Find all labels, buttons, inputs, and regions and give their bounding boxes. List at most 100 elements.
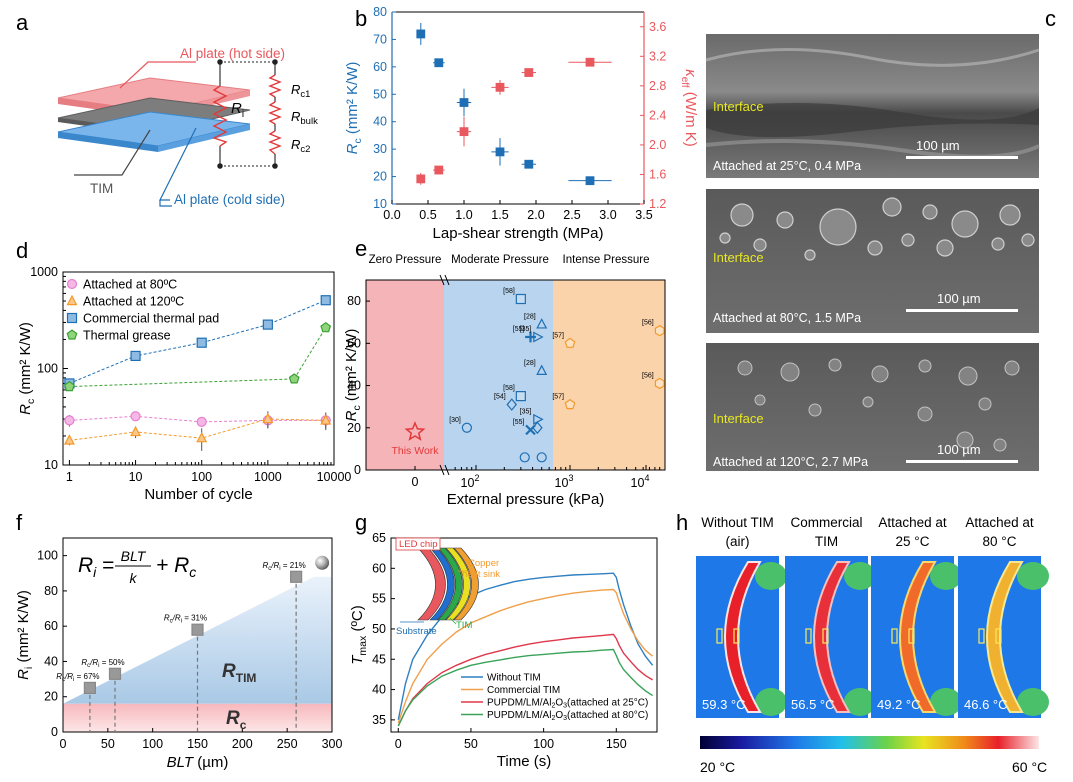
d-x-tick-label: 10000: [317, 470, 352, 484]
b-x-tick-label: 1.0: [455, 208, 472, 222]
g-y-tick-label: 55: [372, 592, 386, 606]
e-region-moderate: [444, 280, 553, 470]
d-series-line: [69, 327, 327, 388]
thermal-clamp-bottom: [844, 688, 876, 716]
g-x-tick-label: 50: [464, 737, 478, 751]
e-point-ref: [55]: [513, 326, 525, 333]
thermal-title-line2: 80 °C: [983, 534, 1017, 549]
e-point: [564, 398, 576, 410]
thermal-max-temp: 56.5 °C: [791, 697, 835, 712]
b-point-keff: [416, 174, 426, 184]
rc2-label: R: [291, 137, 300, 152]
thermal-chip-left: [716, 628, 723, 644]
g-y-tick-label: 40: [372, 683, 386, 697]
thermal-column-2: Commercial TIM 56.5 °C: [785, 515, 876, 718]
f-x-tick-label: 250: [277, 737, 298, 751]
d-legend-marker: [66, 329, 78, 340]
e-point-ref: [55]: [513, 419, 525, 426]
e-point: [461, 422, 472, 433]
e-point-ref: [56]: [642, 320, 654, 327]
b-point-Rc: [459, 98, 469, 107]
thermal-chip-left: [891, 628, 898, 644]
chart-b: 0.0 0.5 1.0 1.5 2.0 2.5 3.0 3.5 10 20 30 40 50 60 70 80…: [344, 5, 699, 242]
e-x-label: External pressure (kPa): [447, 491, 605, 508]
sem-2-scalebar-label: 100 µm: [937, 291, 981, 306]
panel-letter-f: f: [16, 510, 23, 535]
b-point-Rc: [416, 29, 426, 39]
f-point-label: Rc/Ri = 67%: [56, 672, 99, 683]
b-y2-tick-label: 1.2: [649, 197, 666, 211]
b-y-tick-label: 60: [373, 60, 387, 74]
panel-letter-g: g: [355, 510, 367, 535]
colorbar-min-label: 20 °C: [700, 759, 735, 775]
e-point: [654, 325, 665, 337]
thermal-clamp-top: [844, 562, 876, 590]
e-point: [536, 452, 547, 463]
d-point: [196, 431, 208, 443]
thermal-chip-left: [978, 628, 985, 644]
d-point: [320, 414, 332, 425]
e-point-ref: [58]: [503, 288, 515, 295]
d-point: [196, 337, 207, 348]
d-legend-marker: [66, 294, 78, 306]
e-point-ref: [58]: [503, 385, 515, 392]
b-point-Rc: [585, 176, 595, 186]
g-legend-label: PUPDM/LM/Al2O3(attached at 25°C): [487, 698, 648, 710]
d-point: [63, 380, 75, 392]
e-region-intense: [553, 280, 665, 470]
d-point: [130, 411, 141, 422]
rbulk-label: R: [291, 109, 300, 124]
g-inset-copper-label: Copper heat sink: [462, 558, 500, 580]
panel-g: g 0 50 100 150 35 40 45 50 55 60 65 Time (s) Tmax (º…: [349, 510, 658, 770]
f-x-tick-label: 50: [101, 737, 115, 751]
g-inset: LED chip Copper heat sink Substrate TIM: [395, 537, 500, 637]
thermal-column-1: Without TIM (air) 59.3 °C: [696, 515, 787, 718]
e-this-work-label: This Work: [391, 445, 439, 457]
e-region-intense-label: Intense Pressure: [563, 254, 650, 266]
e-x-tick-label: 102: [461, 473, 480, 490]
e-region-moderate-label: Moderate Pressure: [451, 254, 549, 266]
svg-text:Rbulk: Rbulk: [291, 109, 318, 127]
d-y-tick-label: 10: [44, 458, 58, 472]
e-point: [533, 413, 544, 425]
g-series-line: [397, 633, 653, 727]
f-y-tick-label: 80: [44, 584, 58, 598]
e-point-ref: [35]: [520, 408, 532, 415]
f-equation-lhs: Ri =: [78, 554, 114, 580]
e-point-ref: [57]: [552, 394, 564, 401]
thermal-clamp-bottom: [930, 688, 962, 716]
e-region-zero: [366, 280, 444, 470]
d-series-line: [69, 299, 326, 384]
f-point-label: Rc/Ri = 50%: [81, 658, 124, 669]
thermal-title-line2: 25 °C: [896, 534, 930, 549]
thermal-chip-left: [805, 628, 812, 644]
g-x-tick-label: 150: [606, 737, 627, 751]
sem-1-caption: Attached at 25°C, 0.4 MPa: [713, 159, 861, 173]
b-y-tick-label: 40: [373, 115, 387, 129]
e-y-tick-label: 20: [347, 421, 361, 435]
svg-text:Rc2: Rc2: [291, 137, 310, 155]
d-series-line: [69, 418, 326, 441]
e-point-ref: [28]: [524, 313, 536, 320]
e-point: [536, 318, 548, 329]
d-x-tick-label: 10: [129, 470, 143, 484]
b-y-tick-label: 10: [373, 197, 387, 211]
f-point: [108, 667, 122, 680]
b-x-tick-label: 2.5: [563, 208, 580, 222]
f-y-tick-label: 60: [44, 619, 58, 633]
thermal-title-line2: (air): [726, 534, 750, 549]
sem-2-scalebar: [906, 309, 1018, 312]
sem-1-scalebar-label: 100 µm: [916, 138, 960, 153]
g-x-label: Time (s): [497, 753, 551, 770]
thermal-title-line1: Without TIM: [701, 515, 774, 530]
b-point-Rc: [524, 159, 534, 169]
sem-2-caption: Attached at 80°C, 1.5 MPa: [713, 311, 861, 325]
d-x-label: Number of cycle: [144, 486, 252, 503]
panel-f: f 0 50 100 150 200 250 300 0 20 40 60 80 100 BLT (µm)…: [15, 510, 342, 771]
sem-3-scalebar-label: 100 µm: [937, 442, 981, 457]
sem-2-interface: Interface: [713, 250, 764, 265]
thermal-chip-right: [822, 628, 829, 644]
g-inset-layer: [429, 547, 455, 621]
